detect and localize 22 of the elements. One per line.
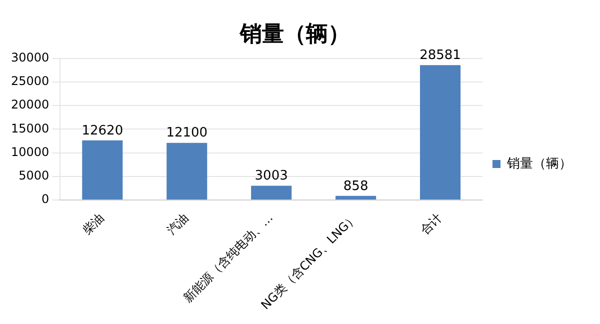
data-label: 12620 xyxy=(82,123,124,138)
y-tick-label: 10000 xyxy=(10,144,50,159)
data-label: 858 xyxy=(343,178,368,194)
data-label: 3003 xyxy=(254,168,288,184)
bar xyxy=(82,140,123,200)
x-tick-label: 汽油 xyxy=(164,210,192,238)
bar xyxy=(336,196,376,200)
y-tick-label: 15000 xyxy=(10,121,50,136)
bar xyxy=(251,186,292,200)
y-tick-label: 20000 xyxy=(10,98,50,112)
bar xyxy=(420,65,461,200)
legend-label: 销量（辆） xyxy=(506,156,572,172)
x-tick-label: 柴油 xyxy=(80,210,107,238)
x-tick-label: 合计 xyxy=(418,210,445,238)
bar xyxy=(166,142,208,200)
chart-title: 销量（辆） xyxy=(239,22,350,47)
y-tick-label: 5000 xyxy=(18,168,50,182)
data-label: 28581 xyxy=(420,48,461,63)
y-tick-label: 0 xyxy=(42,192,50,206)
data-label: 12100 xyxy=(166,126,208,141)
y-tick-label: 25000 xyxy=(10,74,50,88)
y-tick-label: 30000 xyxy=(10,50,50,65)
